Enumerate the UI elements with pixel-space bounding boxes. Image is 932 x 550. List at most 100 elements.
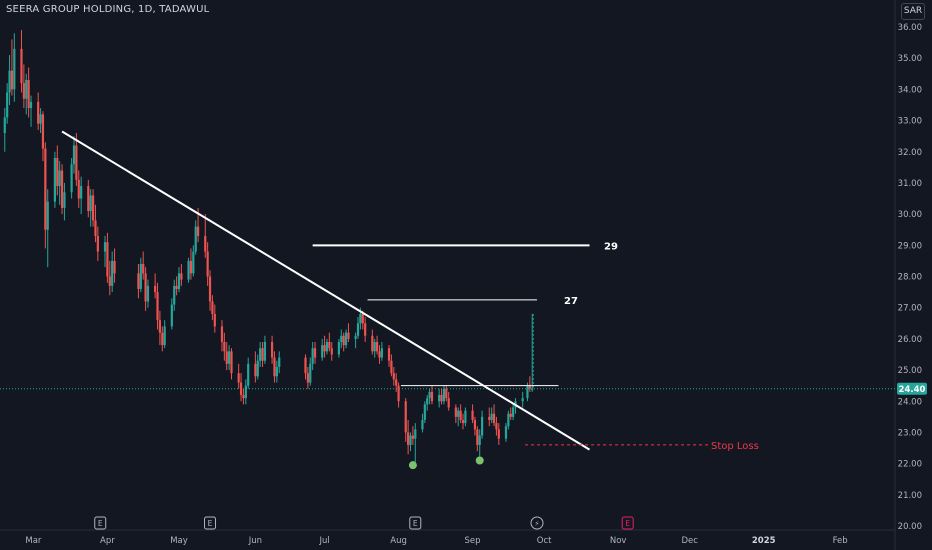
candle bbox=[438, 388, 441, 408]
candle-body bbox=[342, 335, 345, 346]
candle-body bbox=[354, 335, 357, 339]
candle-body bbox=[507, 413, 510, 427]
candle bbox=[154, 273, 157, 299]
candle-body bbox=[242, 395, 245, 399]
time-axis[interactable]: Mar Apr May Jun Jul Aug Sep Oct Nov Dec 2025 Feb bbox=[25, 536, 847, 546]
candle bbox=[421, 413, 424, 433]
candle bbox=[313, 341, 317, 364]
trendline[interactable] bbox=[61, 130, 591, 451]
y-tick-label: 33.00 bbox=[898, 117, 922, 127]
candle bbox=[192, 245, 195, 277]
candle bbox=[72, 136, 76, 174]
candle bbox=[211, 295, 214, 321]
split-event-circle bbox=[530, 516, 544, 530]
candle bbox=[507, 410, 510, 430]
candle-body bbox=[478, 435, 481, 445]
candle-body bbox=[457, 410, 460, 417]
candle bbox=[411, 426, 414, 445]
candle bbox=[46, 189, 49, 268]
candle bbox=[457, 407, 460, 427]
candle bbox=[459, 404, 462, 424]
candle bbox=[473, 416, 477, 436]
candle-body bbox=[113, 260, 116, 274]
candle-body bbox=[111, 260, 114, 286]
y-tick-label: 34.00 bbox=[898, 85, 922, 95]
candle-body bbox=[471, 410, 474, 420]
candle-body bbox=[163, 326, 166, 346]
candle bbox=[426, 395, 429, 411]
y-tick-label: 21.00 bbox=[898, 491, 922, 501]
candle bbox=[430, 385, 434, 405]
candle-body bbox=[213, 313, 216, 327]
candle bbox=[387, 345, 391, 367]
candle-body bbox=[397, 385, 400, 402]
candle-body bbox=[371, 335, 374, 352]
candle bbox=[395, 373, 398, 392]
candle bbox=[454, 404, 457, 424]
candle bbox=[397, 382, 400, 408]
candle-body bbox=[211, 301, 214, 314]
candle bbox=[175, 276, 178, 296]
candle bbox=[404, 398, 407, 442]
candle bbox=[242, 388, 245, 405]
earnings-event-badge[interactable]: E bbox=[621, 516, 634, 530]
candle bbox=[347, 323, 350, 342]
x-tick-label: Aug bbox=[390, 536, 407, 546]
candle bbox=[163, 320, 166, 349]
split-event-icon[interactable]: ⚡ bbox=[530, 516, 544, 530]
candle-body bbox=[208, 276, 212, 302]
candle bbox=[189, 248, 193, 280]
candle-body bbox=[454, 407, 457, 417]
y-tick-label: 35.00 bbox=[898, 54, 922, 64]
candle bbox=[275, 360, 278, 383]
pivot-marker[interactable] bbox=[408, 461, 417, 470]
y-tick-label: 27.00 bbox=[898, 304, 922, 314]
event-badges[interactable]: E E E ⚡ E bbox=[94, 516, 634, 530]
candle-body bbox=[96, 235, 99, 252]
price-axis[interactable]: 36.00 35.00 34.00 33.00 32.00 31.00 30.00 29.00… bbox=[898, 23, 922, 532]
candle bbox=[278, 351, 281, 374]
drawings-layer[interactable] bbox=[61, 130, 709, 470]
candle bbox=[204, 214, 207, 258]
candle bbox=[375, 335, 379, 355]
candle-body bbox=[144, 273, 147, 302]
candle-body bbox=[46, 201, 49, 230]
candle bbox=[270, 335, 274, 364]
candle-body bbox=[263, 341, 267, 361]
candle-body bbox=[247, 363, 250, 386]
candle bbox=[194, 220, 197, 255]
candle bbox=[77, 170, 80, 208]
candle-body bbox=[440, 395, 443, 402]
currency-button[interactable]: SAR bbox=[901, 3, 925, 20]
candle-body bbox=[442, 388, 446, 402]
earnings-badge-box bbox=[621, 516, 634, 530]
candle bbox=[423, 401, 426, 424]
candle-body bbox=[256, 360, 259, 377]
candle-body bbox=[473, 419, 477, 430]
event-badge-label: E bbox=[208, 519, 213, 528]
x-tick-label: May bbox=[170, 536, 188, 546]
candle bbox=[364, 317, 367, 342]
candle-body bbox=[180, 273, 183, 280]
earnings-event-badge[interactable]: E bbox=[94, 516, 107, 530]
earnings-badge-box bbox=[409, 516, 422, 530]
candle-body bbox=[359, 313, 362, 324]
candle-body bbox=[490, 413, 493, 420]
candle-body bbox=[170, 304, 173, 327]
candle-body bbox=[445, 388, 448, 399]
x-tick-label: Nov bbox=[610, 536, 627, 546]
candle bbox=[497, 423, 500, 445]
candle-body bbox=[447, 398, 450, 408]
candle-body bbox=[481, 416, 484, 436]
candle bbox=[37, 92, 40, 130]
candle-body bbox=[189, 260, 193, 274]
candle-body bbox=[204, 235, 207, 252]
candle bbox=[213, 304, 216, 333]
candle-body bbox=[323, 345, 326, 352]
candle bbox=[187, 257, 190, 283]
earnings-event-badge[interactable]: E bbox=[409, 516, 422, 530]
earnings-event-badge[interactable]: E bbox=[204, 516, 217, 530]
candle bbox=[139, 257, 142, 293]
pivot-marker[interactable] bbox=[475, 456, 484, 465]
